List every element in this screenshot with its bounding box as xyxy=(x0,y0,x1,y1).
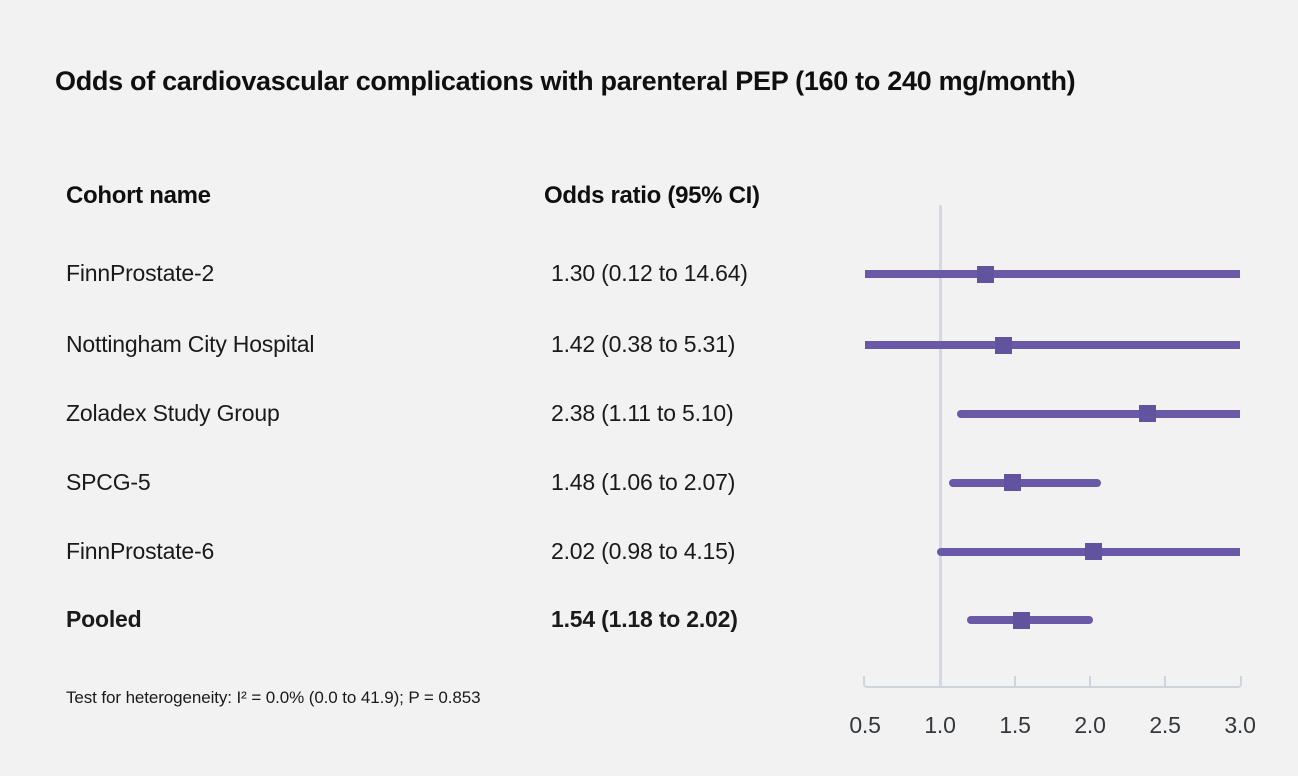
cohort-name: Nottingham City Hospital xyxy=(66,331,315,357)
axis-tick xyxy=(1014,676,1016,688)
x-axis-line xyxy=(863,676,1242,688)
axis-tick-label: 2.0 xyxy=(1074,712,1106,738)
column-header-odds-ratio: Odds ratio (95% CI) xyxy=(544,182,760,209)
axis-tick-label: 2.5 xyxy=(1149,712,1181,738)
axis-tick xyxy=(1089,676,1091,688)
odds-ratio-marker xyxy=(994,336,1012,354)
confidence-interval-line xyxy=(956,409,1240,418)
table-row: SPCG-5 1.48 (1.06 to 2.07) xyxy=(0,469,860,497)
confidence-interval-line xyxy=(865,270,1240,278)
table-row-pooled: Pooled 1.54 (1.18 to 2.02) xyxy=(0,606,860,634)
odds-ratio-marker xyxy=(1138,405,1156,422)
axis-tick-label: 3.0 xyxy=(1224,712,1256,738)
confidence-interval-line xyxy=(967,616,1093,624)
odds-ratio-marker xyxy=(976,265,994,283)
heterogeneity-footnote: Test for heterogeneity: I² = 0.0% (0.0 t… xyxy=(66,688,481,707)
table-row: FinnProstate-6 2.02 (0.98 to 4.15) xyxy=(0,538,860,566)
axis-tick-label: 0.5 xyxy=(849,712,881,738)
chart-title: Odds of cardiovascular complications wit… xyxy=(55,66,1076,96)
odds-ratio-value: 2.38 (1.11 to 5.10) xyxy=(551,400,734,426)
cohort-name: Pooled xyxy=(66,606,142,632)
reference-line xyxy=(938,205,942,688)
table-row: FinnProstate-2 1.30 (0.12 to 14.64) xyxy=(0,260,860,288)
confidence-interval-line xyxy=(865,341,1240,349)
odds-ratio-marker xyxy=(1084,543,1102,560)
odds-ratio-marker xyxy=(1003,474,1021,491)
cohort-name: FinnProstate-2 xyxy=(66,260,215,286)
axis-tick-label: 1.0 xyxy=(924,712,956,738)
cohort-name: FinnProstate-6 xyxy=(66,538,215,564)
odds-ratio-value: 2.02 (0.98 to 4.15) xyxy=(551,538,736,564)
odds-ratio-value: 1.54 (1.18 to 2.02) xyxy=(551,606,738,632)
odds-ratio-value: 1.30 (0.12 to 14.64) xyxy=(551,260,748,286)
column-header-cohort-name: Cohort name xyxy=(66,182,211,209)
confidence-interval-line xyxy=(949,478,1101,487)
cohort-name: Zoladex Study Group xyxy=(66,400,280,426)
axis-tick xyxy=(1164,676,1166,688)
odds-ratio-value: 1.48 (1.06 to 2.07) xyxy=(551,469,736,495)
table-row: Nottingham City Hospital 1.42 (0.38 to 5… xyxy=(0,331,860,359)
axis-tick-label: 1.5 xyxy=(999,712,1031,738)
odds-ratio-value: 1.42 (0.38 to 5.31) xyxy=(551,331,736,357)
table-row: Zoladex Study Group 2.38 (1.11 to 5.10) xyxy=(0,400,860,428)
cohort-name: SPCG-5 xyxy=(66,469,151,495)
pooled-odds-ratio-marker xyxy=(1012,611,1030,629)
